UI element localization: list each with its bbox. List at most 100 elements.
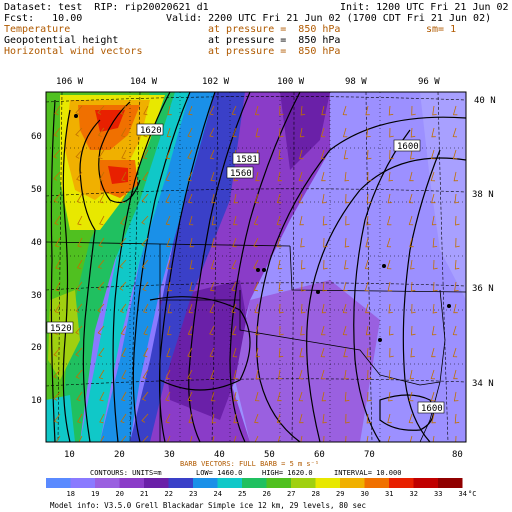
wind-barb [388, 105, 394, 116]
wind-barb [408, 193, 414, 204]
scale-tick-label: 19 [91, 490, 99, 498]
svg-text:1560: 1560 [230, 169, 252, 179]
wind-barb [75, 303, 83, 313]
temperature-color-scale: 18 19 20 21 22 23 24 25 26 27 28 29 30 31 32 33 34 [46, 478, 467, 498]
wind-barb [367, 369, 372, 380]
wind-barb [386, 215, 392, 226]
wind-barb [231, 281, 237, 292]
wind-barb [409, 237, 414, 248]
wind-barb [53, 171, 61, 181]
wind-barb [75, 347, 83, 357]
wind-barb [211, 193, 216, 204]
grid-y-label: 50 [31, 185, 42, 195]
wind-barb [431, 215, 437, 226]
wind-barb [322, 215, 328, 226]
wind-barb [387, 281, 393, 292]
wind-barb [254, 105, 260, 116]
wind-barb [388, 171, 394, 182]
wind-barb [344, 391, 350, 402]
wind-barb [210, 369, 215, 380]
wind-barb [299, 347, 304, 358]
grid-x-labels: 10 20 30 40 50 60 70 80 [64, 450, 463, 460]
wind-barb [53, 347, 61, 357]
wind-barb [387, 193, 393, 204]
wind-barb [342, 325, 348, 336]
lat-label: 34 N [472, 379, 494, 389]
wind-barb [298, 391, 304, 402]
dataset-label: Dataset: test RIP: rip20020621 d1 [4, 2, 209, 13]
lon-label: 106 W [56, 77, 84, 87]
scale-swatch [315, 478, 340, 488]
wind-barb [366, 149, 372, 160]
wind-barb [364, 281, 370, 292]
grid-y-label: 10 [31, 396, 42, 406]
wind-barb [143, 347, 149, 358]
wind-barb [120, 105, 127, 116]
wind-barb [53, 369, 61, 379]
wind-barb [121, 391, 127, 402]
wind-barb [141, 193, 149, 203]
wind-barb [409, 369, 415, 380]
wind-barb [121, 347, 127, 358]
wind-barb [76, 171, 83, 181]
wind-barb [254, 303, 259, 314]
wind-barb [142, 369, 149, 380]
wind-barb [254, 391, 260, 402]
wind-barb [167, 325, 172, 336]
wind-barb [344, 237, 350, 248]
wind-barb [76, 391, 83, 402]
wind-barb [165, 413, 171, 424]
scale-swatch [144, 478, 169, 488]
wind-barb [165, 369, 171, 380]
scale-swatch [291, 478, 316, 488]
wind-barb [99, 413, 105, 424]
wind-barb [320, 149, 326, 160]
grid-x-label: 40 [214, 450, 225, 460]
field-height-name: Geopotential height [4, 35, 119, 46]
lon-label: 100 W [277, 77, 305, 87]
wind-barb [231, 325, 237, 336]
wind-barb [54, 303, 61, 314]
wind-barb [343, 347, 348, 358]
svg-text:1520: 1520 [50, 324, 72, 334]
scale-tick-label: 34 [459, 490, 467, 498]
wind-barb [119, 215, 127, 225]
field-wind-name: Horizontal wind vectors [4, 46, 143, 57]
wind-barb [299, 149, 304, 160]
lon-label: 96 W [418, 77, 440, 87]
wind-barb [410, 149, 415, 160]
wind-barb [345, 215, 350, 226]
wind-barb [98, 149, 105, 160]
wind-barb [211, 215, 217, 226]
wind-barb [279, 303, 284, 314]
wind-barb [75, 325, 83, 335]
wind-barb [343, 281, 348, 292]
wind-barb [253, 237, 259, 248]
wind-barb [408, 413, 414, 424]
wind-barb [411, 325, 416, 336]
wind-barb [189, 237, 194, 248]
wind-barb [430, 369, 436, 380]
wind-barb [53, 149, 61, 159]
wind-barb [321, 171, 326, 182]
wind-barb [277, 435, 281, 442]
wind-barb [165, 149, 171, 160]
wind-barb [452, 347, 458, 358]
wind-barb [323, 435, 325, 442]
wind-barb [452, 105, 458, 116]
scale-swatch [266, 478, 291, 488]
grid-x-label: 80 [452, 450, 463, 460]
wind-barb [76, 193, 83, 204]
wind-barb [320, 347, 326, 358]
contour-units: CONTOURS: UNITS=m [90, 469, 162, 477]
wind-barb [77, 215, 83, 226]
wind-barb [344, 259, 349, 270]
wind-barb [433, 259, 438, 270]
wind-barb [54, 215, 61, 226]
wind-barb [455, 215, 460, 226]
wind-barb [255, 369, 260, 380]
wind-barb [53, 127, 61, 137]
wind-barb [410, 259, 415, 270]
wind-barb [389, 149, 394, 160]
wind-barb [364, 259, 370, 270]
